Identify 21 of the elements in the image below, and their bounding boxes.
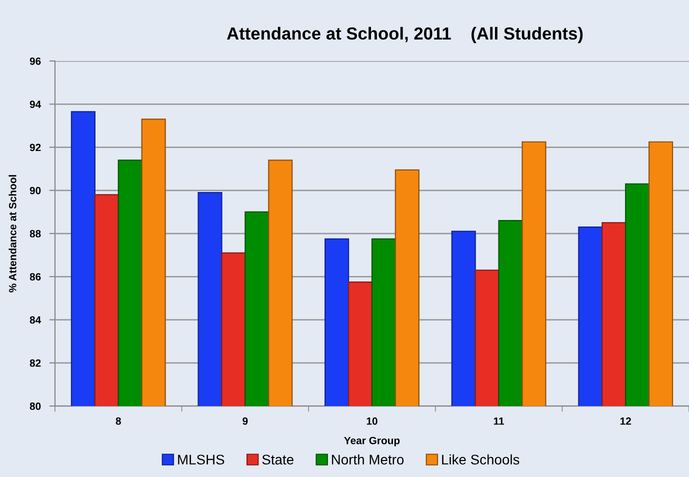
y-tick-label: 80 (30, 402, 41, 410)
y-tick-label: 84 (30, 316, 42, 324)
y-tick-label: 86 (30, 273, 41, 281)
x-tick-label: 10 (366, 417, 378, 425)
y-tick-label: 94 (30, 100, 42, 108)
chart-title: Attendance at School, 2011 (All Students) (226, 26, 583, 44)
y-tick-label: 82 (30, 359, 41, 367)
legend-label: MLSHS (178, 454, 224, 465)
x-tick-label: 11 (494, 418, 504, 425)
y-tick-label: 90 (30, 186, 41, 194)
x-tick-label: 12 (620, 417, 631, 425)
x-tick-label: 9 (242, 417, 248, 425)
y-tick-label: 96 (30, 58, 41, 65)
legend-label: Like Schools (442, 454, 520, 465)
y-tick-label: 92 (30, 144, 41, 152)
y-tick-label: 88 (30, 230, 41, 238)
x-tick-label: 8 (116, 417, 121, 425)
y-axis-title: % Attendance at School (8, 175, 16, 292)
legend-label: State (262, 454, 294, 465)
legend-label: North Metro (332, 454, 404, 465)
x-axis-title: Year Group (344, 436, 400, 446)
